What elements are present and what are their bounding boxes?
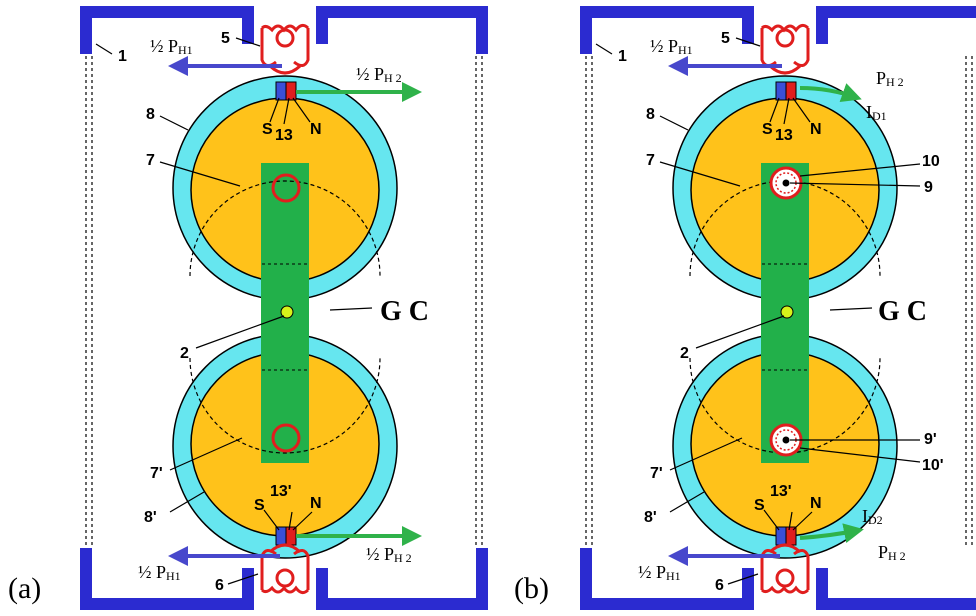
label-5: 5 bbox=[721, 30, 730, 47]
label-8: 8 bbox=[146, 106, 155, 123]
force-ph2-top: PH 2 bbox=[876, 68, 904, 89]
coil-5 bbox=[260, 23, 310, 75]
label-7: 7 bbox=[646, 152, 655, 169]
label-13-prime: 13' bbox=[270, 483, 292, 500]
magnet-13-s bbox=[275, 81, 287, 101]
magnet-13p-s bbox=[775, 526, 787, 546]
force-ph2-bottom: PH 2 bbox=[878, 542, 906, 563]
hole-top bbox=[271, 173, 301, 203]
label-gc: G C bbox=[878, 296, 927, 327]
label-7: 7 bbox=[146, 152, 155, 169]
panel-label-b: (b) bbox=[514, 572, 549, 605]
shaft-9-prime bbox=[782, 436, 790, 444]
label-6: 6 bbox=[715, 577, 724, 594]
label-13: 13 bbox=[775, 127, 793, 144]
hole-bottom bbox=[271, 423, 301, 453]
label-10: 10 bbox=[922, 153, 940, 170]
label-n-bottom: N bbox=[810, 495, 822, 512]
force-ph2-top: ½ PH 2 bbox=[356, 64, 402, 85]
label-5: 5 bbox=[221, 30, 230, 47]
magnet-13p-n bbox=[785, 526, 797, 546]
label-1: 1 bbox=[618, 48, 627, 65]
magnet-13-n bbox=[285, 81, 297, 101]
gc-dot bbox=[780, 305, 794, 319]
label-1: 1 bbox=[118, 48, 127, 65]
label-8-prime: 8' bbox=[144, 509, 157, 526]
magnet-13-s bbox=[775, 81, 787, 101]
panel-label-a: (a) bbox=[8, 572, 41, 605]
label-gc: G C bbox=[380, 296, 429, 327]
frame-1 bbox=[80, 6, 488, 610]
force-ph1-bottom: ½ PH1 bbox=[638, 562, 681, 583]
shaft-9 bbox=[782, 179, 790, 187]
label-7-prime: 7' bbox=[150, 465, 163, 482]
label-s-bottom: S bbox=[754, 497, 765, 514]
panel-b: 1 5 8 7 2 7' 8' 6 S 13 N S 13' N 10 9 9'… bbox=[514, 6, 976, 610]
label-6: 6 bbox=[215, 577, 224, 594]
label-2: 2 bbox=[680, 345, 689, 362]
gc-dot bbox=[280, 305, 294, 319]
coil-6 bbox=[260, 543, 310, 595]
label-8-prime: 8' bbox=[644, 509, 657, 526]
label-13-prime: 13' bbox=[770, 483, 792, 500]
force-ph1-top: ½ PH1 bbox=[650, 36, 693, 57]
magnet-13p-n bbox=[285, 526, 297, 546]
label-s-bottom: S bbox=[254, 497, 265, 514]
frame-1 bbox=[580, 6, 976, 610]
current-id2: ID2 bbox=[862, 506, 883, 527]
label-2: 2 bbox=[180, 345, 189, 362]
label-8: 8 bbox=[646, 106, 655, 123]
label-n-bottom: N bbox=[310, 495, 322, 512]
label-10-prime: 10' bbox=[922, 457, 944, 474]
force-ph1-top: ½ PH1 bbox=[150, 36, 193, 57]
label-7-prime: 7' bbox=[650, 465, 663, 482]
label-9-prime: 9' bbox=[924, 431, 937, 448]
label-s-top: S bbox=[762, 121, 773, 138]
label-s-top: S bbox=[262, 121, 273, 138]
magnet-13p-s bbox=[275, 526, 287, 546]
label-n-top: N bbox=[810, 121, 822, 138]
label-n-top: N bbox=[310, 121, 322, 138]
magnet-13-n bbox=[785, 81, 797, 101]
label-9: 9 bbox=[924, 179, 933, 196]
label-13: 13 bbox=[275, 127, 293, 144]
force-ph1-bottom: ½ PH1 bbox=[138, 562, 181, 583]
panel-a: 1 5 8 7 2 7' 8' 6 S 13 N S 13' N G C ½ P… bbox=[8, 6, 488, 610]
current-id1: ID1 bbox=[866, 102, 887, 123]
force-ph2-bottom: ½ PH 2 bbox=[366, 544, 412, 565]
